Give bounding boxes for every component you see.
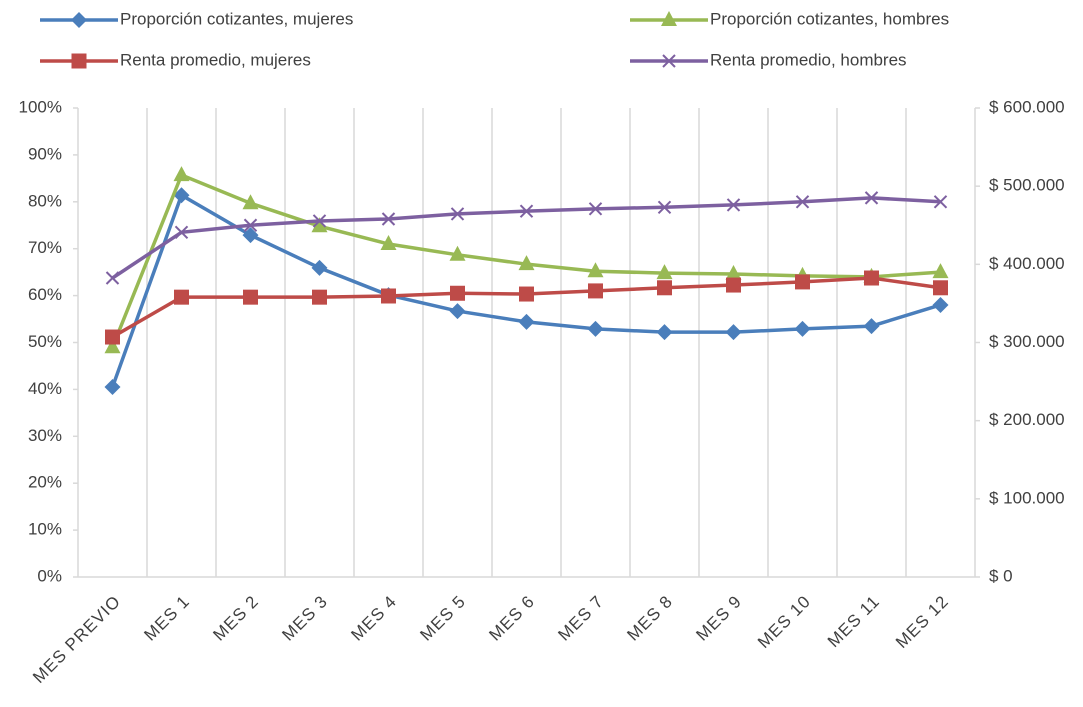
point bbox=[932, 296, 949, 313]
x-tick-label: MES 6 bbox=[485, 592, 538, 645]
point bbox=[726, 277, 741, 293]
point bbox=[795, 274, 810, 290]
point bbox=[587, 262, 604, 278]
legend-label: Renta promedio, mujeres bbox=[120, 50, 311, 69]
point bbox=[381, 212, 396, 226]
point bbox=[311, 259, 328, 276]
point bbox=[242, 227, 259, 244]
point bbox=[173, 187, 190, 204]
legend-label: Proporción cotizantes, hombres bbox=[710, 9, 949, 28]
point bbox=[449, 245, 466, 261]
point bbox=[381, 288, 396, 304]
legend-marker bbox=[71, 12, 87, 28]
x-tick-label: MES 1 bbox=[140, 592, 193, 645]
legend-label: Renta promedio, hombres bbox=[710, 50, 907, 69]
y2-tick-label: $ 400.000 bbox=[989, 254, 1065, 273]
x-tick-label: MES 9 bbox=[692, 592, 745, 645]
y-tick-label: 0% bbox=[37, 566, 62, 585]
point bbox=[864, 191, 879, 205]
y-tick-label: 100% bbox=[19, 97, 62, 116]
point bbox=[450, 207, 465, 221]
point bbox=[174, 289, 189, 305]
point bbox=[243, 289, 258, 305]
point bbox=[726, 198, 741, 212]
point bbox=[519, 286, 534, 302]
point bbox=[380, 235, 397, 251]
y2-tick-label: $ 600.000 bbox=[989, 97, 1065, 116]
point bbox=[174, 225, 189, 239]
point bbox=[105, 271, 120, 285]
point bbox=[656, 324, 673, 341]
x-tick-label: MES 2 bbox=[209, 592, 262, 645]
point bbox=[863, 318, 880, 335]
point bbox=[104, 379, 121, 396]
y-tick-label: 50% bbox=[28, 332, 62, 351]
point bbox=[932, 263, 949, 279]
point bbox=[311, 217, 328, 233]
x-tick-label: MES 3 bbox=[278, 592, 331, 645]
y-tick-label: 10% bbox=[28, 520, 62, 539]
y2-tick-label: $ 100.000 bbox=[989, 488, 1065, 507]
point bbox=[656, 264, 673, 280]
x-tick-label: MES 12 bbox=[892, 592, 952, 652]
point bbox=[795, 195, 810, 209]
x-tick-label: MES 11 bbox=[824, 592, 884, 652]
point bbox=[242, 194, 259, 210]
point bbox=[312, 214, 327, 228]
y2-tick-label: $ 0 bbox=[989, 566, 1013, 585]
y2-tick-label: $ 500.000 bbox=[989, 176, 1065, 195]
point bbox=[588, 202, 603, 216]
point bbox=[173, 166, 190, 182]
x-tick-label: MES 5 bbox=[416, 592, 469, 645]
x-tick-label: MES 10 bbox=[754, 592, 814, 652]
y-tick-label: 40% bbox=[28, 379, 62, 398]
y-tick-label: 90% bbox=[28, 144, 62, 163]
point bbox=[449, 303, 466, 320]
point bbox=[725, 265, 742, 281]
y-tick-label: 80% bbox=[28, 191, 62, 210]
y2-tick-label: $ 200.000 bbox=[989, 410, 1065, 429]
point bbox=[864, 270, 879, 286]
y-tick-label: 20% bbox=[28, 473, 62, 492]
y-tick-label: 30% bbox=[28, 426, 62, 445]
point bbox=[587, 320, 604, 337]
legend-marker bbox=[661, 11, 677, 26]
point bbox=[518, 313, 535, 330]
x-tick-label: MES PREVIO bbox=[29, 592, 124, 687]
point bbox=[794, 320, 811, 337]
point bbox=[312, 289, 327, 305]
point bbox=[657, 200, 672, 214]
point bbox=[104, 338, 121, 354]
legend-marker bbox=[71, 53, 87, 69]
x-tick-label: MES 7 bbox=[554, 592, 607, 645]
point bbox=[657, 280, 672, 296]
y-tick-label: 70% bbox=[28, 238, 62, 257]
point bbox=[518, 255, 535, 271]
point bbox=[105, 329, 120, 345]
legend-marker bbox=[662, 54, 676, 68]
point bbox=[519, 204, 534, 218]
x-tick-label: MES 4 bbox=[347, 592, 400, 645]
point bbox=[725, 324, 742, 341]
point bbox=[450, 285, 465, 301]
y2-tick-label: $ 300.000 bbox=[989, 332, 1065, 351]
x-tick-label: MES 8 bbox=[623, 592, 676, 645]
y-tick-label: 60% bbox=[28, 285, 62, 304]
legend-label: Proporción cotizantes, mujeres bbox=[120, 9, 353, 28]
point bbox=[933, 280, 948, 296]
point bbox=[243, 218, 258, 232]
point bbox=[588, 283, 603, 299]
point bbox=[933, 195, 948, 209]
